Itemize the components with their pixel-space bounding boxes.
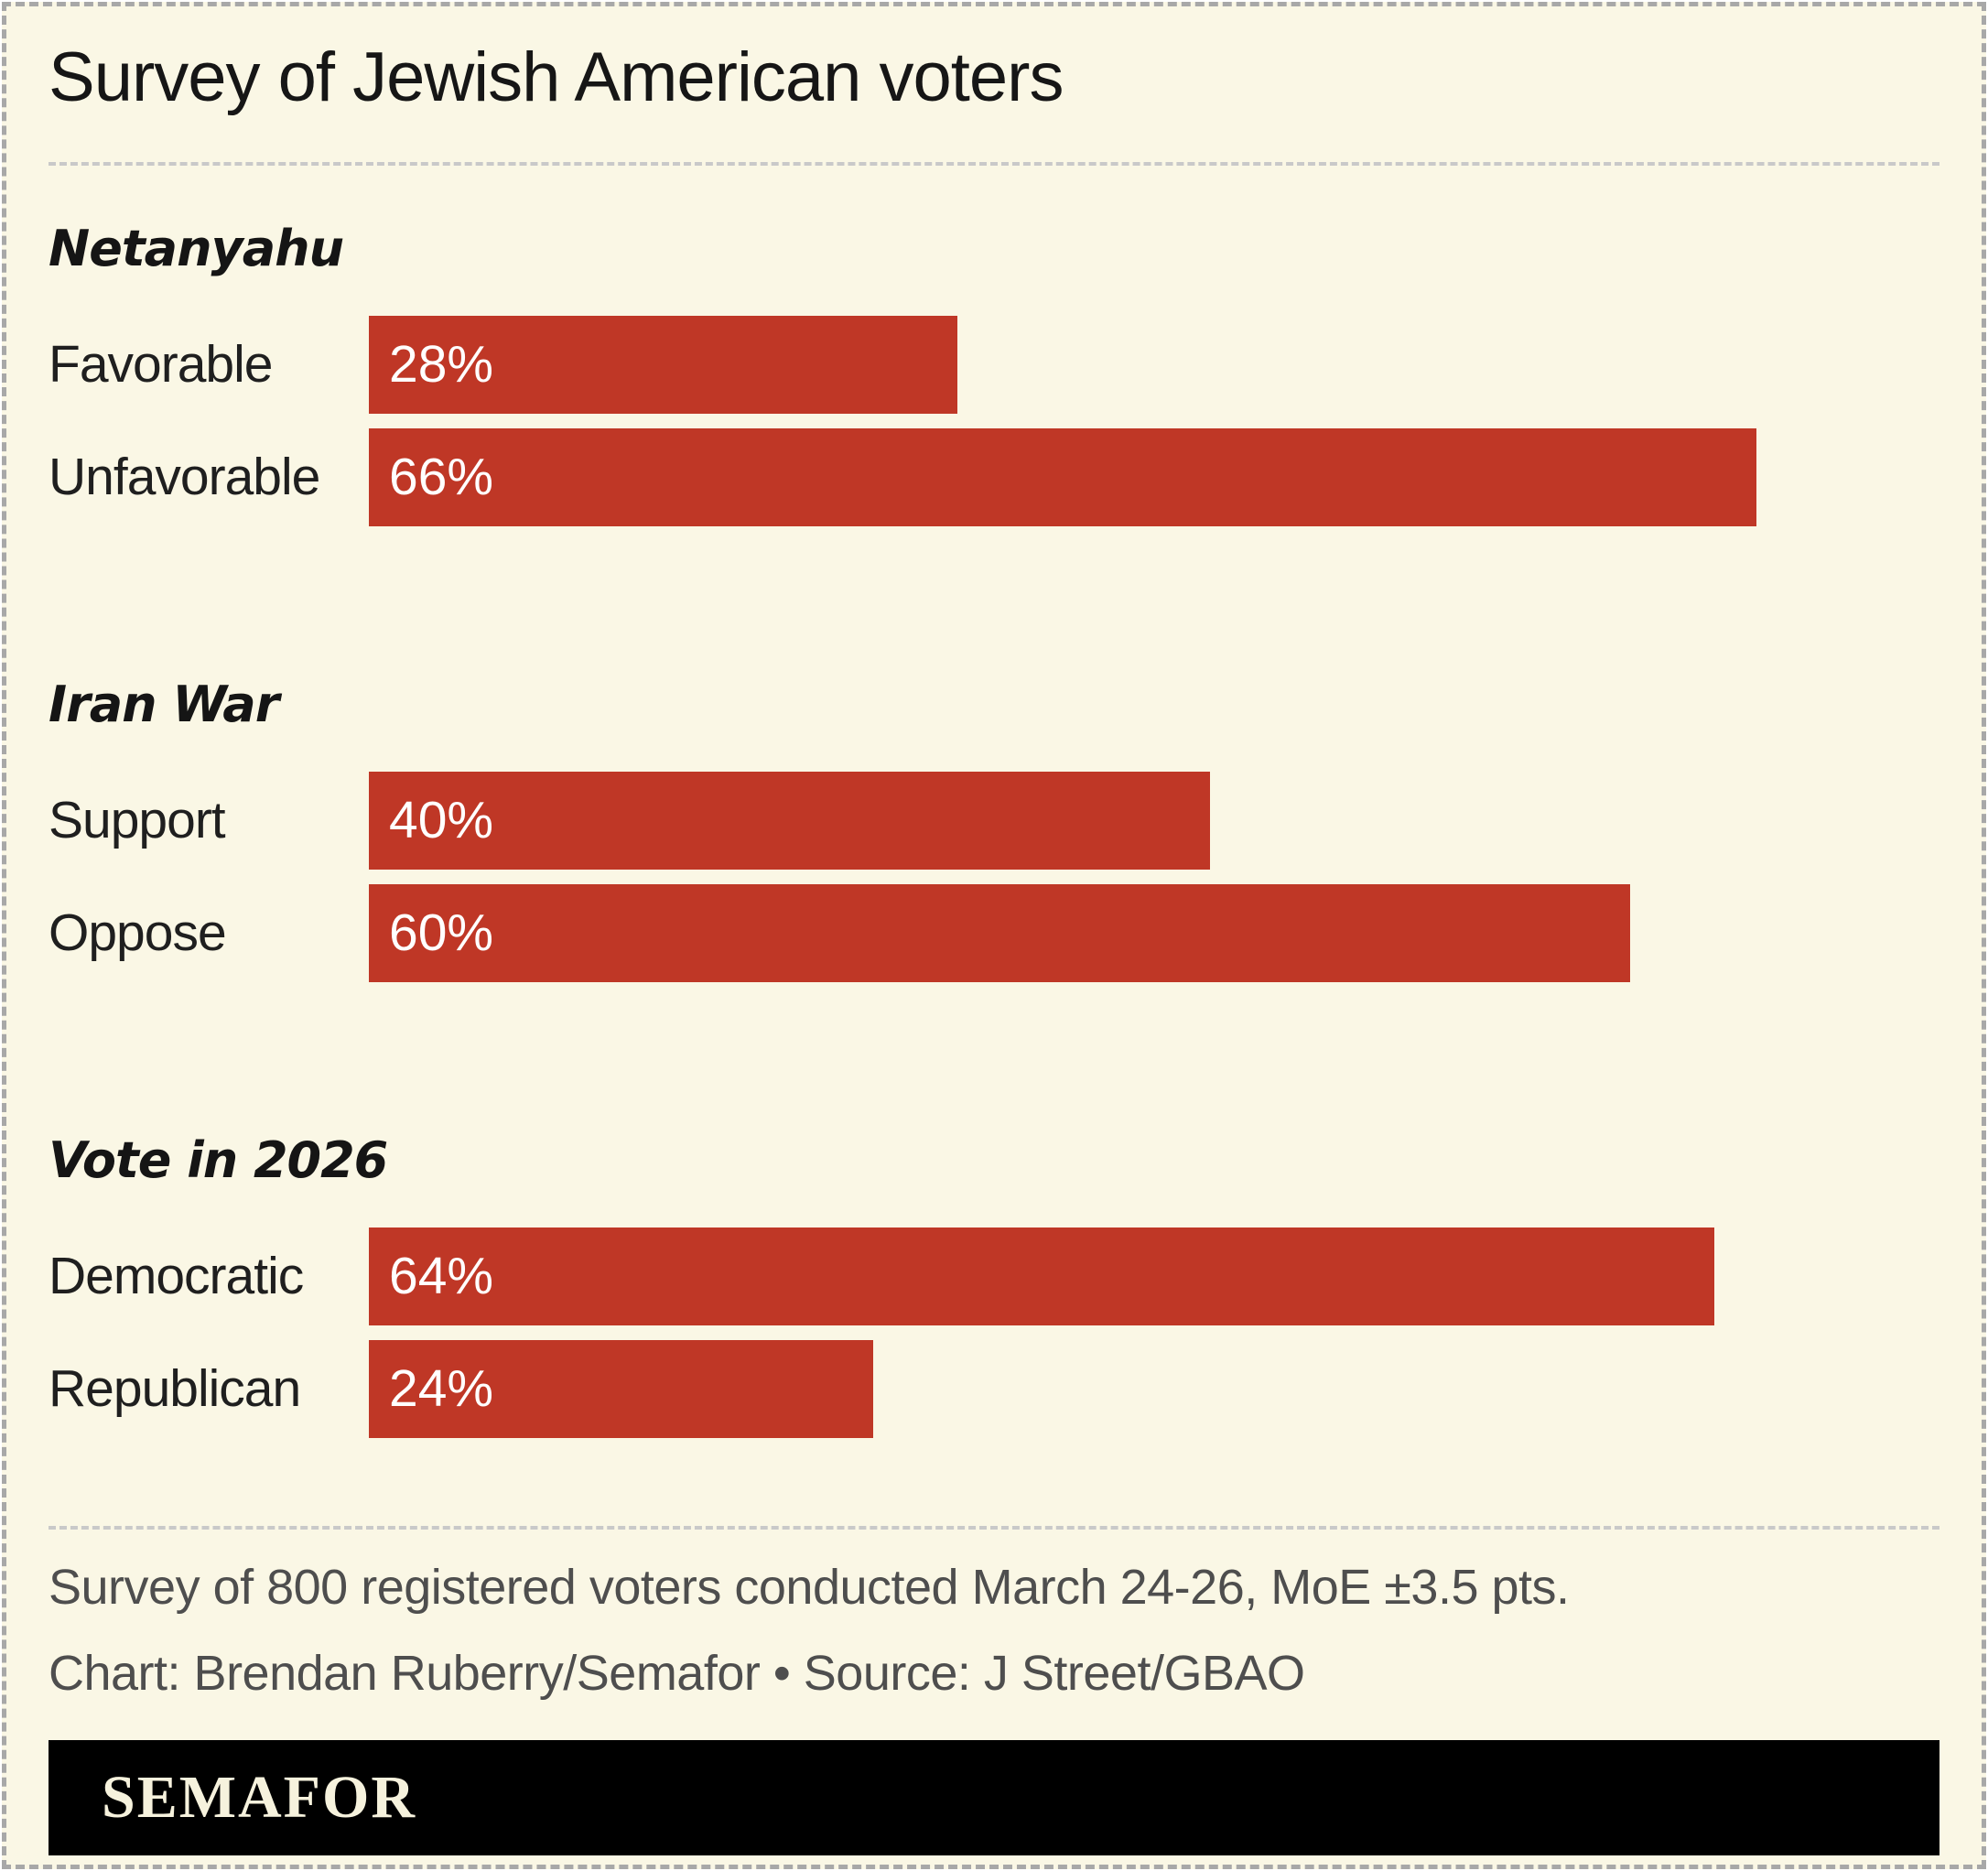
bar-row: Republican 24% [49, 1339, 1939, 1438]
survey-methodology-note: Survey of 800 registered voters conducte… [49, 1559, 1570, 1615]
bar: 64% [369, 1227, 1715, 1325]
footer-separator [49, 1525, 1939, 1530]
section-vote-2026: Vote in 2026 Democratic 64% Republican 2… [49, 1130, 1939, 1438]
semafor-logo: SEMAFOR [102, 1763, 416, 1831]
bar-value-label: 40% [389, 791, 494, 850]
bar-row: Unfavorable 66% [49, 427, 1939, 526]
bar-label: Democratic [49, 1247, 304, 1306]
chart-credit: Chart: Brendan Ruberry/Semafor • Source:… [49, 1645, 1305, 1701]
bar-track: 64% [369, 1227, 1939, 1325]
bar-label: Favorable [49, 335, 273, 395]
bar-row: Oppose 60% [49, 883, 1939, 982]
page-title: Survey of Jewish American voters [49, 38, 1064, 116]
bar-value-label: 24% [389, 1359, 494, 1419]
bar: 60% [369, 883, 1631, 982]
bar-row: Support 40% [49, 771, 1939, 870]
semafor-logo-bar: SEMAFOR [49, 1739, 1939, 1855]
bar: 66% [369, 427, 1757, 526]
section-header: Vote in 2026 [49, 1130, 388, 1189]
bar-value-label: 64% [389, 1247, 494, 1306]
section-header: Netanyahu [49, 219, 344, 277]
bar-label: Support [49, 791, 226, 850]
bar-track: 60% [369, 883, 1939, 982]
bar-row: Democratic 64% [49, 1227, 1939, 1325]
title-separator [49, 161, 1939, 166]
bar-label: Oppose [49, 903, 227, 963]
bar: 40% [369, 771, 1210, 870]
bar-value-label: 60% [389, 903, 494, 963]
bar: 28% [369, 315, 958, 414]
bar-value-label: 66% [389, 448, 494, 507]
bar-value-label: 28% [389, 335, 494, 395]
bar-row: Favorable 28% [49, 315, 1939, 414]
section-netanyahu: Netanyahu Favorable 28% Unfavorable 66% [49, 219, 1939, 526]
bar-track: 40% [369, 771, 1939, 870]
bar-track: 28% [369, 315, 1939, 414]
bar-track: 24% [369, 1339, 1939, 1438]
section-iran-war: Iran War Support 40% Oppose 60% [49, 675, 1939, 982]
bar-track: 66% [369, 427, 1939, 526]
bar: 24% [369, 1339, 874, 1438]
section-header: Iran War [49, 675, 279, 733]
bar-label: Republican [49, 1359, 301, 1419]
bar-label: Unfavorable [49, 448, 320, 507]
